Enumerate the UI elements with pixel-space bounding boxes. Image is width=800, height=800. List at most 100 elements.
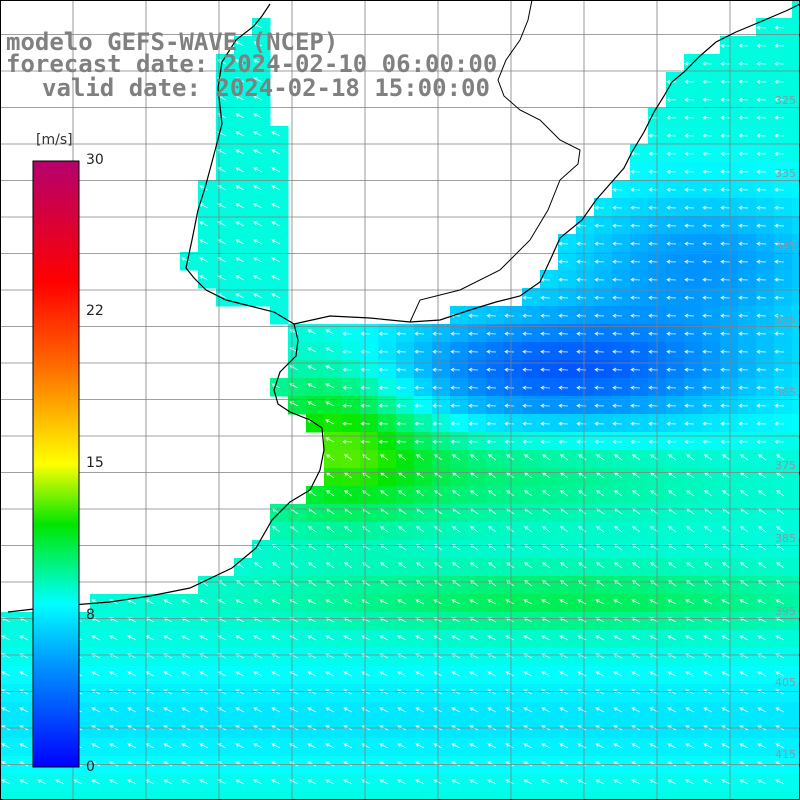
wind-cell bbox=[612, 306, 631, 325]
wind-cell bbox=[396, 378, 415, 397]
wind-arrow bbox=[756, 403, 767, 408]
wind-arrow bbox=[577, 599, 587, 605]
wind-arrow bbox=[468, 403, 479, 408]
wind-arrow bbox=[684, 97, 695, 102]
wind-arrow bbox=[685, 653, 695, 659]
wind-arrow bbox=[325, 599, 335, 605]
wind-arrow bbox=[684, 259, 695, 264]
wind-arrow bbox=[738, 43, 749, 48]
wind-cell bbox=[684, 306, 703, 325]
wind-arrow bbox=[667, 779, 677, 785]
wind-arrow bbox=[758, 580, 767, 587]
wind-arrow bbox=[703, 761, 713, 767]
wind-cell bbox=[576, 252, 595, 271]
wind-arrow bbox=[450, 421, 461, 426]
lat-label: 405 bbox=[775, 676, 796, 689]
wind-arrow bbox=[397, 671, 407, 677]
wind-cell bbox=[558, 234, 577, 253]
wind-cell bbox=[630, 378, 649, 397]
wind-arrow bbox=[91, 671, 101, 677]
wind-cell bbox=[702, 270, 721, 289]
wind-arrow bbox=[722, 526, 731, 533]
wind-arrow bbox=[756, 133, 767, 138]
wind-arrow bbox=[488, 454, 497, 461]
wind-arrow bbox=[199, 707, 209, 713]
wind-arrow bbox=[450, 331, 461, 336]
wind-arrow bbox=[468, 349, 479, 354]
wind-arrow bbox=[235, 635, 245, 641]
wind-cell bbox=[414, 342, 433, 361]
wind-arrow bbox=[720, 295, 731, 300]
wind-arrow bbox=[576, 223, 587, 228]
wind-arrow bbox=[720, 439, 731, 444]
wind-arrow bbox=[740, 454, 749, 461]
wind-arrow bbox=[668, 526, 677, 533]
wind-arrow bbox=[702, 403, 713, 408]
wind-arrow bbox=[199, 743, 209, 749]
wind-arrow bbox=[325, 329, 335, 335]
wind-arrow bbox=[379, 671, 389, 677]
wind-cell bbox=[774, 90, 793, 109]
wind-cell bbox=[666, 360, 685, 379]
wind-cell bbox=[702, 198, 721, 217]
wind-arrow bbox=[758, 454, 767, 461]
wind-cell bbox=[792, 594, 800, 613]
wind-cell bbox=[684, 342, 703, 361]
wind-arrow bbox=[342, 331, 353, 336]
wind-arrow bbox=[722, 490, 731, 497]
wind-cell bbox=[522, 414, 541, 433]
wind-arrow bbox=[576, 439, 587, 444]
wind-cell bbox=[774, 144, 793, 163]
wind-cell bbox=[666, 414, 685, 433]
wind-arrow bbox=[272, 526, 281, 533]
wind-arrow bbox=[631, 671, 641, 677]
wind-arrow bbox=[398, 526, 407, 533]
wind-arrow bbox=[594, 259, 605, 264]
wind-arrow bbox=[722, 454, 731, 461]
wind-arrow bbox=[253, 743, 263, 749]
wind-cell bbox=[630, 432, 649, 451]
wind-arrow bbox=[343, 599, 353, 605]
wind-arrow bbox=[756, 331, 767, 336]
wind-cell bbox=[378, 432, 397, 451]
wind-arrow bbox=[91, 707, 101, 713]
wind-cell bbox=[666, 198, 685, 217]
wind-arrow bbox=[308, 526, 317, 533]
wind-cell bbox=[432, 342, 451, 361]
wind-arrow bbox=[720, 205, 731, 210]
lat-label: 385 bbox=[775, 532, 796, 545]
wind-cell bbox=[756, 126, 775, 145]
wind-arrow bbox=[686, 454, 695, 461]
wind-arrow bbox=[486, 331, 497, 336]
wind-cell bbox=[504, 396, 523, 415]
wind-arrow bbox=[163, 707, 173, 713]
wind-arrow bbox=[595, 707, 605, 713]
wind-cell bbox=[612, 396, 631, 415]
wind-arrow bbox=[757, 599, 767, 605]
wind-arrow bbox=[560, 454, 569, 461]
wind-arrow bbox=[738, 187, 749, 192]
wind-arrow bbox=[416, 454, 425, 461]
wind-cell bbox=[720, 108, 739, 127]
wind-arrow bbox=[397, 599, 407, 605]
wind-arrow bbox=[703, 707, 713, 713]
wind-arrow bbox=[199, 761, 209, 767]
wind-cell bbox=[594, 252, 613, 271]
wind-cell bbox=[18, 792, 37, 800]
wind-arrow bbox=[253, 779, 263, 785]
wind-arrow bbox=[505, 743, 515, 749]
wind-arrow bbox=[326, 562, 335, 569]
wind-arrow bbox=[343, 653, 353, 659]
wind-arrow bbox=[397, 653, 407, 659]
wind-arrow bbox=[380, 562, 389, 569]
wind-arrow bbox=[739, 653, 749, 659]
wind-arrow bbox=[684, 241, 695, 246]
wind-cell bbox=[756, 144, 775, 163]
wind-cell bbox=[630, 414, 649, 433]
wind-arrow bbox=[630, 223, 641, 228]
wind-arrow bbox=[595, 653, 605, 659]
wind-arrow bbox=[163, 743, 173, 749]
wind-arrow bbox=[342, 439, 353, 444]
wind-arrow bbox=[613, 635, 623, 641]
wind-arrow bbox=[702, 313, 713, 318]
